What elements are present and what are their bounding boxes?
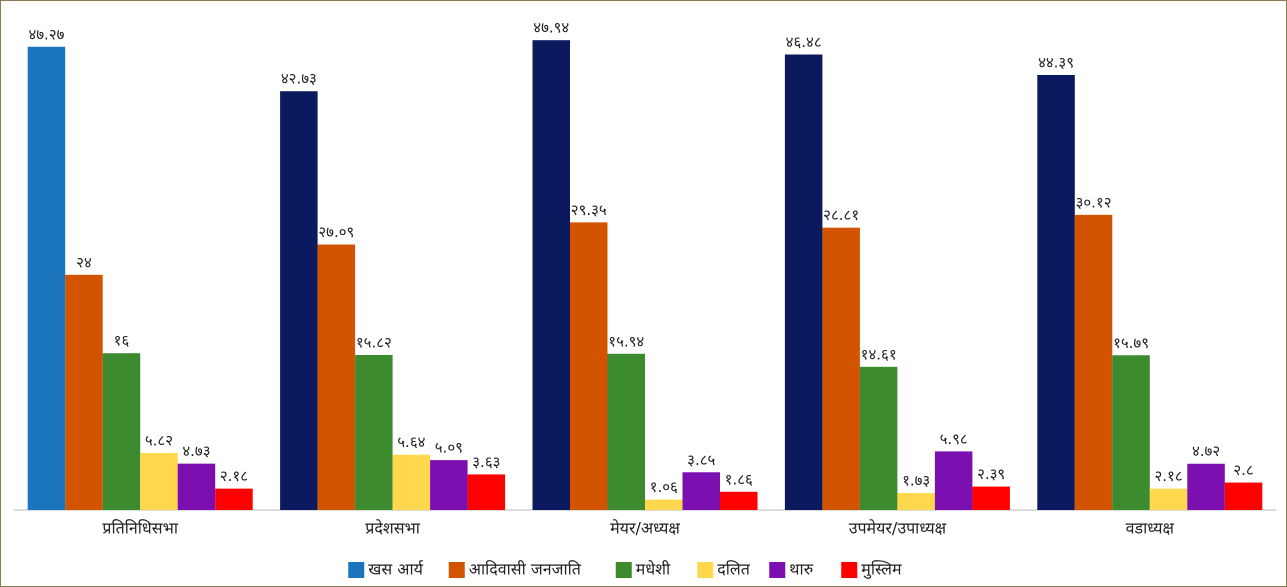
bar xyxy=(972,486,1010,510)
data-label: ३०.१२ xyxy=(1076,193,1112,211)
bar xyxy=(859,366,898,510)
bar xyxy=(784,54,823,510)
legend-swatch xyxy=(841,562,858,578)
x-tick-label: प्रतिनिधिसभा xyxy=(102,519,178,538)
legend-swatch xyxy=(769,562,786,578)
bar xyxy=(897,493,935,510)
data-label: ४७.२७ xyxy=(28,25,64,43)
data-label: ४६.४८ xyxy=(786,33,822,51)
bar xyxy=(1037,74,1075,510)
x-tick-label: मेयर/अध्यक्ष xyxy=(610,519,680,538)
data-label: २.३९ xyxy=(977,465,1005,483)
legend-swatch xyxy=(615,562,632,578)
data-label: २.१८ xyxy=(220,467,248,485)
bar xyxy=(822,227,860,511)
data-label: १.०६ xyxy=(650,478,678,496)
data-label: ४२.७३ xyxy=(281,70,317,88)
data-label: ४.७२ xyxy=(1192,442,1220,460)
legend-swatch xyxy=(448,562,465,578)
bar xyxy=(27,46,66,511)
bar xyxy=(682,472,720,510)
data-label: ४४.३९ xyxy=(1038,53,1074,71)
legend-label: थारु xyxy=(789,560,813,579)
data-label: १५.८२ xyxy=(356,333,392,351)
bar xyxy=(215,488,253,510)
legend-swatch xyxy=(348,562,365,578)
bar xyxy=(355,354,393,510)
bar xyxy=(467,474,506,510)
bar xyxy=(140,452,178,510)
data-label: २.८ xyxy=(1233,461,1253,479)
data-label: २९.३५ xyxy=(571,201,607,219)
data-label: १.८६ xyxy=(725,470,753,488)
bar xyxy=(1112,355,1150,510)
data-label: १६ xyxy=(114,332,130,350)
bar xyxy=(1224,482,1263,510)
bar xyxy=(392,454,431,510)
bar xyxy=(607,353,645,510)
legend-label: खस आर्य xyxy=(368,560,424,579)
data-label: १४.६१ xyxy=(861,345,897,363)
legend-swatch xyxy=(697,562,714,578)
data-label: २८.८१ xyxy=(823,206,859,224)
data-label: २.१८ xyxy=(1154,467,1182,485)
bar xyxy=(934,451,973,510)
data-label: ३.८५ xyxy=(687,451,715,469)
bar xyxy=(720,491,758,510)
data-label: ३.६३ xyxy=(472,453,500,471)
bar xyxy=(645,499,683,510)
data-label: ५.६४ xyxy=(397,433,425,451)
bar xyxy=(1149,488,1188,510)
data-label: २४ xyxy=(76,253,92,271)
bar xyxy=(1074,214,1113,510)
x-tick-label: उपमेयर/उपाध्यक्ष xyxy=(849,519,947,538)
x-tick-label: प्रदेशसभा xyxy=(365,519,421,538)
data-label: ४.७३ xyxy=(182,442,210,460)
legend-label: आदिवासी जनजाति xyxy=(469,560,582,579)
bar xyxy=(532,40,570,511)
bar xyxy=(570,222,608,510)
data-label: १५.९४ xyxy=(608,332,644,350)
legend-label: मुस्लिम xyxy=(861,560,902,580)
bar xyxy=(317,244,356,510)
bar xyxy=(102,353,141,510)
data-label: १५.७९ xyxy=(1113,334,1149,352)
bar xyxy=(1187,463,1225,510)
legend-label: मधेशी xyxy=(636,560,671,579)
bar xyxy=(177,463,216,510)
bar xyxy=(280,91,318,510)
x-tick-label: वडाध्यक्ष xyxy=(1126,519,1175,538)
legend-label: दलित xyxy=(717,560,750,579)
data-label: ५.०९ xyxy=(435,439,463,457)
bar xyxy=(65,274,103,510)
data-label: २७.०९ xyxy=(318,223,354,241)
data-label: ४७.९४ xyxy=(533,19,569,37)
data-label: ५.८२ xyxy=(145,431,173,449)
data-label: ५.९८ xyxy=(940,430,968,448)
data-label: १.७३ xyxy=(902,472,930,490)
bar xyxy=(430,460,468,510)
